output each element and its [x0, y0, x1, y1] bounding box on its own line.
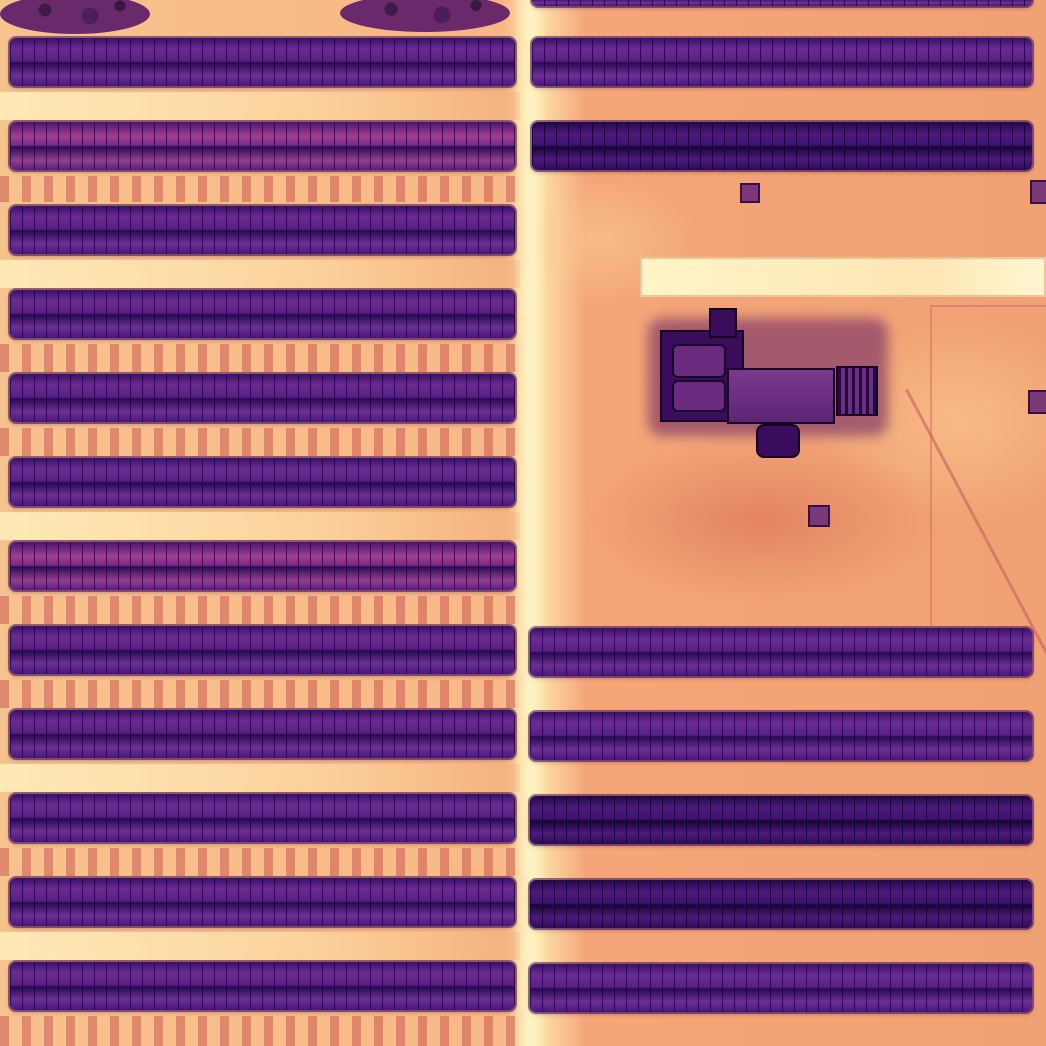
- solar-panel-row: [530, 880, 1032, 928]
- ground-strip: [0, 176, 520, 202]
- solar-panel-row: [530, 964, 1032, 1012]
- ground-strip: [0, 764, 520, 792]
- ground-strip: [0, 848, 520, 876]
- solar-panel-row: [10, 122, 515, 170]
- transformer-unit: [672, 344, 726, 378]
- ground-strip: [0, 428, 520, 456]
- equipment-box: [756, 424, 800, 458]
- junction-box: [740, 183, 760, 203]
- solar-panel-row: [10, 710, 515, 758]
- access-road: [515, 0, 545, 1046]
- fence-line: [930, 305, 1046, 627]
- transformer-unit: [672, 380, 726, 412]
- solar-panel-row: [10, 794, 515, 842]
- junction-box: [1028, 390, 1046, 414]
- ground-strip: [0, 932, 520, 960]
- inverter-roof: [727, 368, 835, 424]
- ground-strip: [0, 92, 520, 120]
- solar-panel-row: [532, 0, 1032, 6]
- concrete-pad: [640, 257, 1046, 297]
- ground-strip: [0, 596, 520, 624]
- solar-panel-row: [530, 712, 1032, 760]
- junction-box: [1030, 180, 1046, 204]
- solar-panel-row: [10, 542, 515, 590]
- solar-panel-row: [10, 374, 515, 422]
- solar-panel-row: [530, 796, 1032, 844]
- solar-panel-row: [10, 626, 515, 674]
- tree-canopy: [340, 0, 510, 32]
- cooling-vent: [836, 366, 878, 416]
- ground-strip: [0, 512, 520, 540]
- solar-panel-row: [10, 962, 515, 1010]
- solar-panel-row: [10, 458, 515, 506]
- solar-panel-row: [530, 628, 1032, 676]
- solar-panel-row: [10, 290, 515, 338]
- tree-canopy: [0, 0, 150, 34]
- equipment-box: [709, 308, 737, 338]
- ground-strip: [0, 1016, 520, 1046]
- ground-strip: [0, 344, 520, 372]
- solar-panel-row: [532, 122, 1032, 170]
- solar-panel-row: [10, 878, 515, 926]
- solar-panel-row: [10, 206, 515, 254]
- ground-strip: [0, 260, 520, 288]
- solar-panel-row: [10, 38, 515, 86]
- junction-box: [808, 505, 830, 527]
- solar-panel-row: [532, 38, 1032, 86]
- ground-strip: [0, 680, 520, 708]
